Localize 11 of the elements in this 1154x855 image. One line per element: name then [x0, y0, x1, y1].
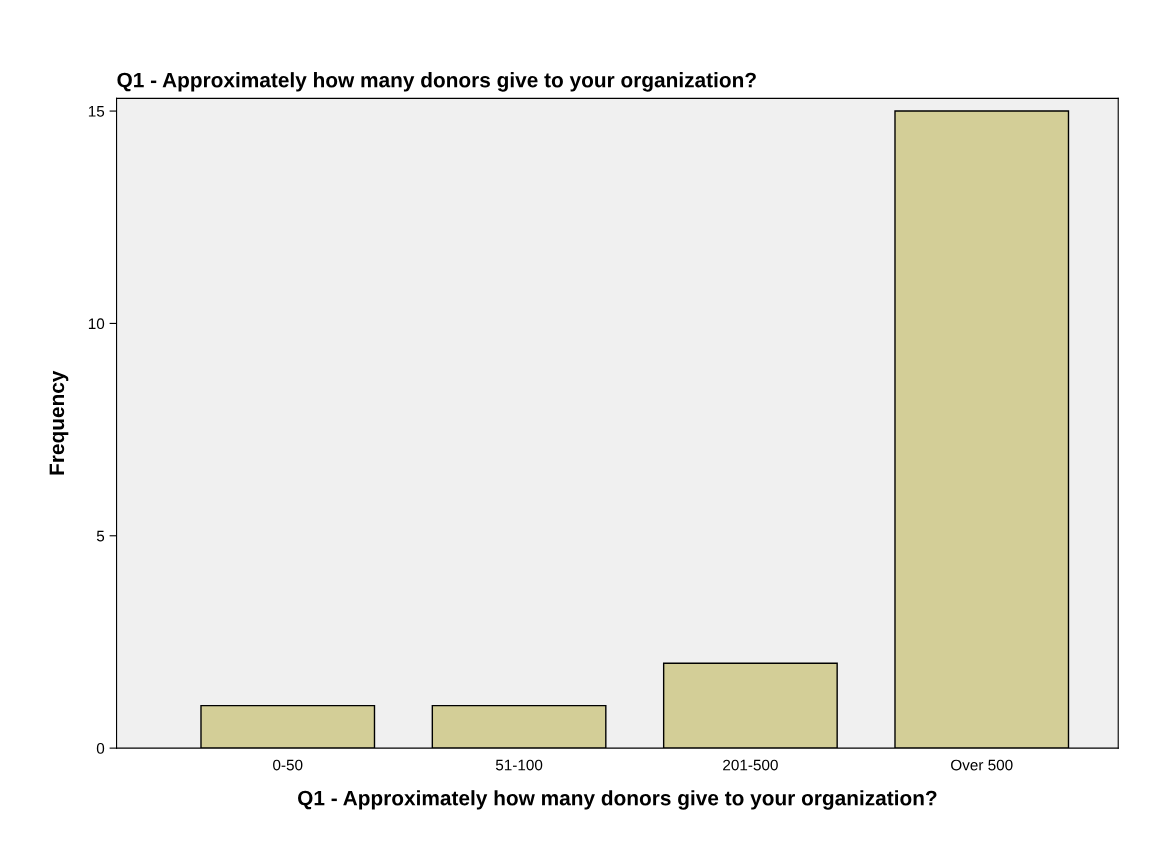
y-tick-label: 15	[88, 106, 105, 117]
x-tick-label: 201-500	[723, 759, 778, 771]
y-tick-label: 0	[96, 742, 105, 754]
x-tick-label: 0-50	[273, 759, 303, 771]
x-axis-title: Q1 - Approximately how many donors give to your organization?	[298, 790, 937, 810]
y-axis-title: Frequency	[49, 370, 69, 475]
chart-title: Q1 - Approximately how many donors give to your organization?	[117, 72, 756, 92]
y-tick-label: 5	[96, 530, 105, 542]
x-tick-label: Over 500	[951, 759, 1013, 771]
y-tick-label: 10	[88, 318, 105, 330]
x-tick-label: 51-100	[495, 759, 543, 771]
